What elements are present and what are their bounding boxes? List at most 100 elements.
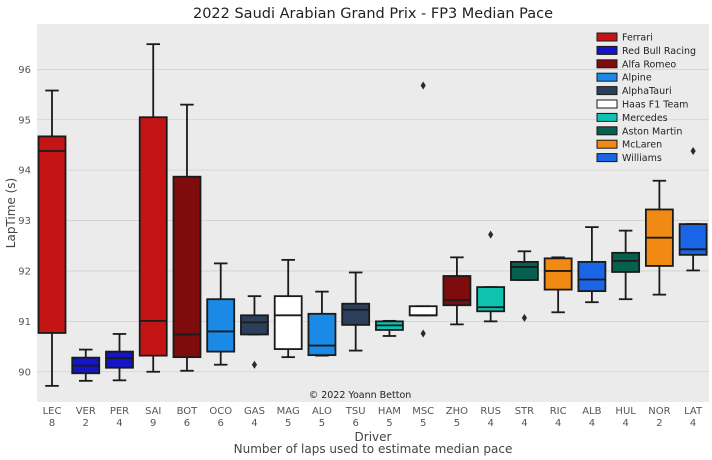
x-tick-laps: 8	[49, 418, 55, 429]
legend-swatch	[596, 153, 618, 163]
y-tick-label: 96	[18, 65, 31, 76]
legend-item: Red Bull Racing	[596, 45, 696, 57]
x-tick-driver: HAM	[378, 406, 401, 417]
legend-swatch	[596, 139, 618, 149]
outlier-marker	[521, 313, 528, 322]
legend-label: McLaren	[622, 140, 662, 151]
x-tick-driver: OCO	[209, 406, 232, 417]
box-ham	[375, 319, 404, 337]
x-tick-driver: LAT	[684, 406, 703, 417]
box-iqr	[510, 260, 539, 281]
x-tick-laps: 5	[454, 418, 460, 429]
x-axis-ticks: LEC8VER2PER4SAI9BOT6OCO6GAS4MAG5ALO5TSU6…	[43, 406, 703, 429]
legend-swatch	[596, 86, 618, 96]
x-tick-laps: 4	[555, 418, 561, 429]
box-iqr	[37, 135, 67, 334]
x-tick-laps: 6	[218, 418, 224, 429]
x-tick-driver: GAS	[244, 406, 265, 417]
x-tick-laps: 4	[622, 418, 628, 429]
legend-item: Haas F1 Team	[596, 99, 688, 111]
legend-swatch	[596, 45, 618, 55]
box-ver	[71, 348, 101, 382]
x-tick-laps: 5	[420, 418, 426, 429]
box-series	[37, 43, 708, 387]
legend-item: Ferrari	[596, 32, 653, 44]
box-zho	[442, 256, 472, 326]
box-mag	[273, 258, 303, 359]
box-oco	[206, 262, 236, 366]
legend-swatch	[596, 59, 618, 69]
x-tick-laps: 4	[589, 418, 595, 429]
credit-annotation: © 2022 Yoann Betton	[309, 390, 412, 401]
outlier-marker	[488, 230, 494, 239]
legend-label: Mercedes	[622, 113, 668, 124]
x-tick-driver: VER	[76, 406, 96, 417]
box-tsu	[341, 271, 371, 352]
legend-label: Haas F1 Team	[622, 100, 688, 111]
legend-swatch	[596, 99, 618, 109]
x-tick-laps: 4	[251, 418, 257, 429]
box-ric	[543, 256, 573, 314]
box-lat	[678, 147, 708, 272]
box-alo	[307, 290, 337, 357]
legend-item: Alpine	[596, 72, 652, 84]
box-sai	[138, 43, 168, 373]
legend-label: AlphaTauri	[622, 86, 672, 97]
legend-item: Alfa Romeo	[596, 59, 676, 70]
legend-item: Mercedes	[596, 112, 668, 124]
x-tick-driver: RUS	[480, 406, 501, 417]
box-iqr	[543, 257, 573, 291]
box-hul	[611, 229, 641, 301]
box-str	[510, 250, 539, 322]
x-axis-sublabel: Number of laps used to estimate median p…	[234, 442, 513, 456]
box-iqr	[240, 314, 269, 336]
outlier-marker	[690, 147, 696, 156]
box-iqr	[273, 295, 303, 350]
box-iqr	[105, 350, 134, 369]
box-rus	[476, 230, 506, 323]
box-lec	[37, 89, 67, 387]
box-gas	[240, 295, 269, 369]
x-tick-driver: HUL	[615, 406, 636, 417]
y-tick-label: 92	[18, 266, 31, 277]
x-tick-laps: 6	[353, 418, 359, 429]
box-msc	[408, 81, 438, 338]
x-tick-driver: ZHO	[446, 406, 468, 417]
x-tick-driver: TSU	[345, 406, 366, 417]
legend-label: Red Bull Racing	[622, 46, 696, 57]
x-tick-driver: NOR	[648, 406, 670, 417]
box-iqr	[611, 251, 641, 273]
box-iqr	[577, 260, 607, 293]
x-tick-laps: 5	[285, 418, 291, 429]
legend-label: Alpine	[622, 73, 652, 84]
legend-swatch	[596, 32, 618, 42]
x-tick-laps: 4	[487, 418, 493, 429]
x-tick-driver: LEC	[43, 406, 62, 417]
y-tick-label: 95	[18, 115, 31, 126]
box-iqr	[307, 312, 337, 357]
x-tick-driver: ALB	[582, 406, 601, 417]
x-tick-driver: PER	[110, 406, 129, 417]
outlier-marker	[420, 329, 426, 338]
legend-item: Williams	[596, 153, 662, 164]
box-per	[105, 333, 134, 382]
x-tick-driver: RIC	[550, 406, 567, 417]
legend-item: AlphaTauri	[596, 86, 672, 97]
chart-title: 2022 Saudi Arabian Grand Prix - FP3 Medi…	[193, 6, 553, 22]
x-tick-laps: 2	[83, 418, 89, 429]
x-tick-driver: SAI	[145, 406, 161, 417]
y-tick-label: 90	[18, 367, 31, 378]
x-tick-driver: MAG	[277, 406, 300, 417]
legend-label: Ferrari	[622, 33, 653, 44]
legend-item: Aston Martin	[596, 126, 682, 137]
legend-label: Aston Martin	[622, 126, 682, 137]
y-tick-label: 93	[18, 216, 31, 227]
x-axis-label: Driver	[355, 430, 392, 444]
x-tick-driver: MSC	[412, 406, 434, 417]
x-tick-laps: 4	[690, 418, 696, 429]
legend-swatch	[596, 126, 618, 136]
x-tick-laps: 5	[386, 418, 392, 429]
y-axis-ticks: 90 91 92 93 94 95 96	[18, 65, 31, 378]
x-tick-laps: 5	[319, 418, 325, 429]
